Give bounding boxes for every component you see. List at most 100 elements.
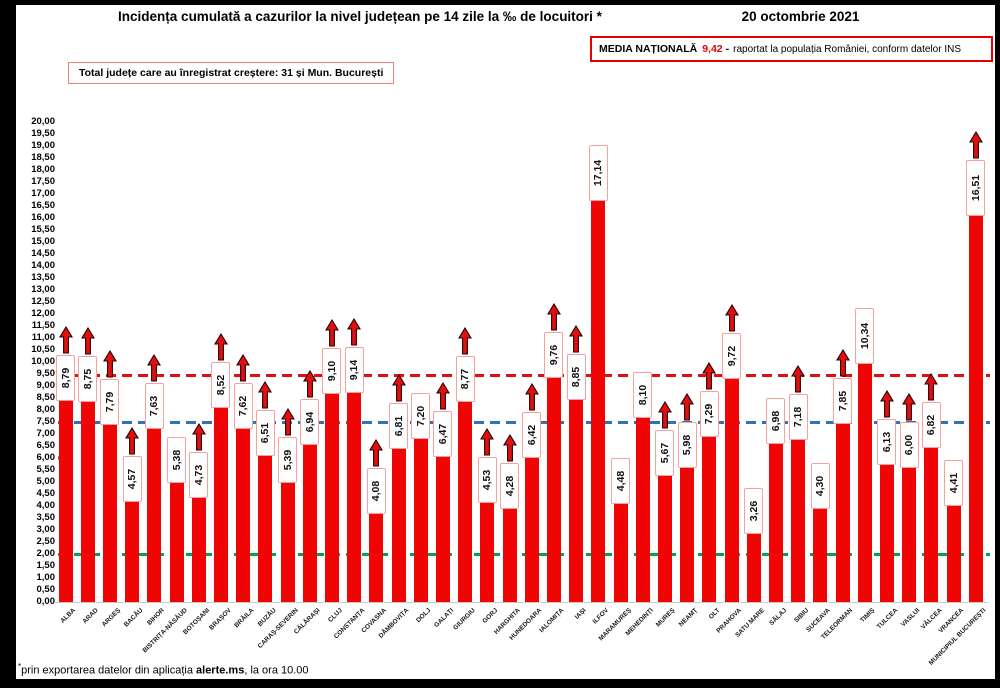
bar-value-label: 6,82 bbox=[925, 415, 938, 436]
bar-value-box: 10,34 bbox=[855, 307, 875, 364]
bar-value-label: 8,79 bbox=[59, 367, 72, 389]
increase-arrow-icon bbox=[347, 317, 362, 346]
y-axis-tick: 16,50 bbox=[31, 200, 55, 211]
bar-value-label: 5,67 bbox=[658, 442, 671, 464]
frame-bottom-border bbox=[0, 679, 1000, 688]
increase-arrow-icon bbox=[435, 381, 450, 410]
bar bbox=[657, 465, 672, 602]
frame-left-border bbox=[0, 0, 16, 688]
bar bbox=[635, 407, 650, 602]
footer-app-name: alerte.ms bbox=[196, 664, 245, 677]
increase-arrow-icon bbox=[58, 325, 73, 354]
bar-value-label: 6,51 bbox=[259, 422, 272, 443]
bar-value-label: 6,42 bbox=[525, 424, 538, 446]
bar bbox=[879, 454, 894, 602]
bar bbox=[902, 458, 917, 602]
increase-arrow-icon bbox=[480, 428, 495, 456]
y-axis-tick: 16,00 bbox=[31, 212, 55, 223]
y-axis-tick: 8,50 bbox=[36, 392, 56, 403]
county-label: BACĂU bbox=[122, 607, 145, 629]
increase-arrow-icon bbox=[458, 326, 473, 355]
bar-value-label: 4,57 bbox=[126, 469, 139, 490]
increase-arrow-icon bbox=[702, 361, 717, 390]
bar-value-label: 4,48 bbox=[614, 471, 627, 492]
y-axis-tick: 15,50 bbox=[31, 224, 55, 235]
increase-arrow-icon bbox=[879, 389, 894, 418]
bar bbox=[391, 438, 406, 602]
y-axis-tick: 18,50 bbox=[31, 152, 55, 163]
y-axis-tick: 4,50 bbox=[36, 488, 56, 499]
bar bbox=[125, 492, 140, 602]
increase-arrow-icon bbox=[258, 380, 273, 409]
bar bbox=[857, 353, 872, 602]
county-label: BIHOR bbox=[146, 607, 167, 627]
bar bbox=[302, 435, 317, 602]
y-axis-tick: 10,50 bbox=[31, 344, 55, 355]
y-axis-tick: 11,50 bbox=[31, 320, 55, 331]
y-axis-tick: 17,00 bbox=[31, 188, 55, 199]
bar-value-box: 4,28 bbox=[500, 463, 519, 510]
y-axis-tick: 20,00 bbox=[31, 116, 55, 127]
county-label: ALBA bbox=[59, 607, 78, 625]
bar-value-label: 6,81 bbox=[392, 415, 405, 436]
bar-value-box: 8,52 bbox=[211, 361, 231, 408]
county-label: OLT bbox=[707, 607, 722, 621]
y-axis-tick: 8,00 bbox=[36, 404, 56, 415]
increase-arrow-icon bbox=[236, 354, 251, 382]
growth-note-box: Total județe care au înregistrat creșter… bbox=[68, 62, 395, 84]
bar-value-box: 5,98 bbox=[677, 422, 697, 469]
y-axis-tick: 13,00 bbox=[31, 284, 55, 295]
bar-value-label: 9,14 bbox=[348, 359, 361, 380]
increase-arrow-icon bbox=[125, 427, 140, 455]
bar-value-label: 17,14 bbox=[592, 159, 605, 186]
bar-value-label: 9,76 bbox=[547, 344, 560, 365]
y-axis-tick: 2,00 bbox=[36, 548, 56, 559]
bar bbox=[546, 367, 561, 602]
bar-value-box: 7,63 bbox=[144, 382, 164, 429]
y-axis-tick: 14,00 bbox=[31, 260, 55, 271]
bar-value-box: 6,82 bbox=[921, 402, 941, 449]
bar-value-label: 7,62 bbox=[237, 395, 250, 417]
bar-value-label: 6,47 bbox=[436, 423, 449, 444]
y-axis-tick: 2,50 bbox=[36, 536, 56, 547]
bar bbox=[258, 445, 273, 602]
bar-value-label: 5,39 bbox=[281, 449, 294, 470]
y-axis-tick: 19,50 bbox=[31, 128, 55, 139]
bar bbox=[502, 499, 517, 602]
bar-value-label: 3,26 bbox=[747, 500, 760, 521]
county-label: GIURGIU bbox=[452, 607, 478, 632]
y-axis-tick: 14,50 bbox=[31, 248, 55, 259]
y-axis-tick: 6,00 bbox=[36, 452, 56, 463]
increase-arrow-icon bbox=[502, 434, 517, 462]
bar bbox=[480, 493, 495, 602]
bar bbox=[169, 472, 184, 602]
y-axis-tick: 17,50 bbox=[31, 176, 55, 187]
increase-arrow-icon bbox=[835, 348, 850, 377]
bar-value-label: 8,77 bbox=[459, 368, 472, 389]
y-axis-tick: 12,00 bbox=[31, 308, 55, 319]
increase-arrow-icon bbox=[213, 332, 228, 361]
bar-value-box: 4,41 bbox=[944, 460, 963, 507]
y-axis-tick: 9,50 bbox=[36, 368, 56, 379]
y-axis-tick: 3,50 bbox=[36, 512, 56, 523]
increase-arrow-icon bbox=[102, 349, 117, 378]
increase-arrow-icon bbox=[791, 364, 806, 393]
county-label: BRĂILA bbox=[232, 607, 256, 630]
county-label: DOLJ bbox=[415, 607, 433, 625]
bar bbox=[347, 382, 362, 602]
increase-arrow-icon bbox=[369, 439, 384, 467]
bar-value-label: 7,63 bbox=[148, 395, 161, 417]
y-axis-tick: 7,00 bbox=[36, 428, 56, 439]
bar bbox=[435, 446, 450, 602]
bar-value-box: 7,79 bbox=[100, 379, 120, 426]
bar-value-box: 7,62 bbox=[233, 383, 253, 430]
bar-value-box: 5,67 bbox=[655, 429, 675, 476]
x-axis-line bbox=[54, 602, 988, 603]
increase-arrow-icon bbox=[524, 382, 539, 411]
bar-value-label: 7,20 bbox=[414, 405, 427, 427]
bar-value-box: 16,51 bbox=[966, 159, 986, 216]
bar-value-label: 8,85 bbox=[570, 366, 583, 387]
bar-value-box: 6,51 bbox=[255, 409, 275, 456]
reference-line-linie-verde bbox=[58, 552, 990, 556]
bar-value-box: 6,98 bbox=[766, 398, 786, 445]
